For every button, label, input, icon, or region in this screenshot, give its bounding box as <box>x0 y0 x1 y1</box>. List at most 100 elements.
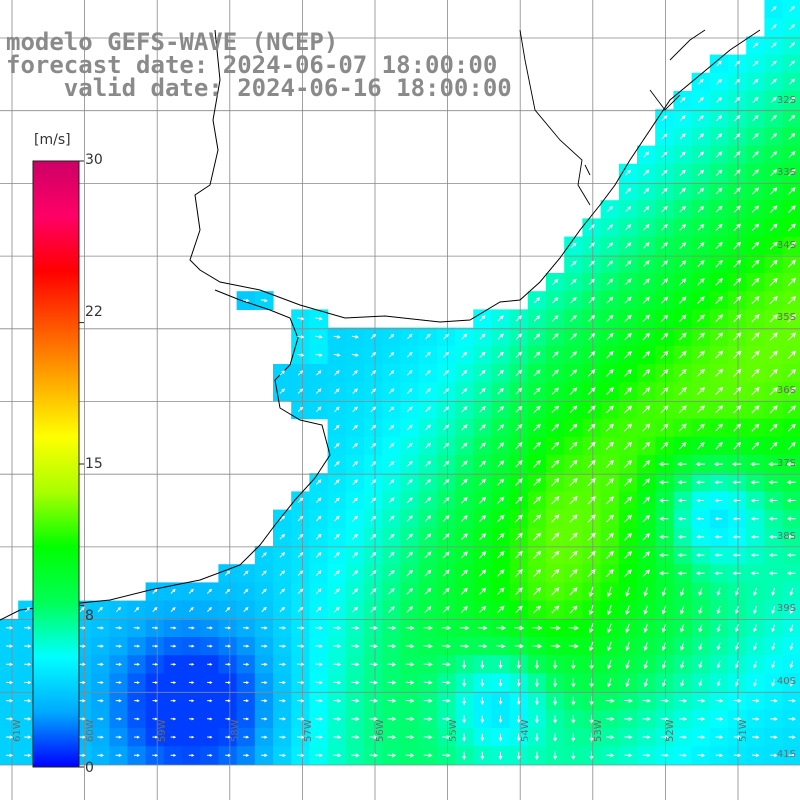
wind-arrow <box>334 442 340 449</box>
wind-arrow <box>405 753 415 758</box>
wind-arrow <box>569 441 578 450</box>
wind-arrow <box>406 460 413 467</box>
wind-arrow <box>734 114 741 122</box>
wind-arrow <box>768 516 778 521</box>
wind-arrow <box>734 642 739 651</box>
wind-arrow <box>734 660 739 669</box>
wind-arrow <box>369 735 378 740</box>
wind-arrow <box>387 625 397 631</box>
wind-arrow <box>642 278 650 286</box>
wind-arrow <box>425 333 431 340</box>
wind-arrow <box>496 605 505 614</box>
wind-arrow <box>516 715 521 724</box>
wind-arrow <box>770 698 778 703</box>
wind-arrow <box>770 6 777 12</box>
wind-arrow <box>333 570 340 577</box>
wind-arrow <box>533 587 542 596</box>
wind-arrow <box>115 753 123 757</box>
wind-arrow <box>351 716 360 721</box>
wind-arrow <box>388 588 395 595</box>
wind-arrow <box>660 350 669 359</box>
wind-arrow <box>152 626 159 630</box>
wind-arrow <box>388 569 395 577</box>
wind-arrow <box>749 461 760 467</box>
wind-arrow <box>661 169 668 176</box>
wind-arrow <box>424 497 432 504</box>
wind-arrow <box>588 242 595 249</box>
colorbar-tick-15: 15 <box>85 456 103 472</box>
wind-arrow <box>78 626 86 630</box>
wind-arrow <box>24 644 32 648</box>
wind-arrow <box>715 332 724 341</box>
wind-arrow <box>279 735 287 739</box>
wind-arrow <box>6 735 14 739</box>
wind-arrow <box>588 296 596 304</box>
wind-arrow <box>206 626 213 630</box>
wind-arrow <box>642 569 651 577</box>
wind-arrow <box>787 259 796 268</box>
wind-arrow <box>678 441 687 450</box>
wind-arrow <box>624 387 633 396</box>
wind-arrow <box>696 314 705 323</box>
wind-arrow <box>661 660 667 670</box>
wind-arrow <box>442 442 450 449</box>
wind-arrow <box>715 187 723 195</box>
wind-arrow <box>624 735 633 740</box>
wind-arrow <box>715 405 724 414</box>
wind-arrow <box>24 735 32 739</box>
wind-arrow <box>698 660 703 669</box>
wind-arrow <box>624 242 632 249</box>
wind-arrow <box>679 205 687 213</box>
wind-arrow <box>569 477 578 487</box>
lon-label-51w: 51W <box>738 719 749 742</box>
wind-arrow <box>24 662 32 667</box>
wind-arrow <box>97 680 104 685</box>
wind-arrow <box>750 553 759 558</box>
wind-arrow <box>606 350 614 359</box>
wind-arrow <box>642 753 651 758</box>
wind-arrow <box>698 605 703 615</box>
wind-arrow <box>624 716 633 722</box>
wind-arrow <box>333 551 340 558</box>
wind-arrow <box>207 662 213 666</box>
wind-arrow <box>697 441 705 450</box>
wind-arrow <box>533 405 541 413</box>
wind-arrow <box>697 169 705 176</box>
wind-arrow <box>352 497 358 504</box>
wind-arrow <box>770 114 777 122</box>
lat-label-39s: 39S <box>776 603 796 614</box>
wind-arrow <box>714 368 724 378</box>
wind-arrow <box>642 350 651 359</box>
wind-arrow <box>388 479 395 486</box>
wind-arrow <box>297 717 305 721</box>
wind-arrow <box>279 699 287 703</box>
wind-arrow <box>697 296 705 304</box>
wind-arrow <box>496 496 505 505</box>
wind-arrow <box>697 133 704 140</box>
wind-arrow <box>260 298 268 303</box>
wind-arrow <box>769 423 778 432</box>
wind-arrow <box>624 314 632 322</box>
wind-arrow <box>680 587 685 597</box>
wind-arrow <box>733 169 741 177</box>
wind-arrow <box>406 351 413 358</box>
wind-arrow <box>405 698 415 703</box>
wind-arrow <box>207 735 213 739</box>
wind-arrow <box>134 699 140 703</box>
wind-arrow <box>679 242 687 249</box>
wind-arrow <box>732 516 741 521</box>
wind-arrow <box>424 460 432 468</box>
wind-arrow <box>480 751 485 760</box>
wind-arrow <box>496 569 505 577</box>
wind-arrow <box>498 751 503 760</box>
wind-arrow <box>115 735 122 739</box>
wind-arrow <box>569 496 578 505</box>
wind-arrow <box>333 588 340 595</box>
wind-arrow <box>788 169 796 177</box>
wind-arrow <box>369 753 378 758</box>
wind-arrow <box>333 698 342 703</box>
wind-arrow <box>750 480 760 485</box>
wind-arrow <box>733 386 742 396</box>
wind-arrow <box>479 406 486 413</box>
wind-arrow <box>642 368 651 377</box>
